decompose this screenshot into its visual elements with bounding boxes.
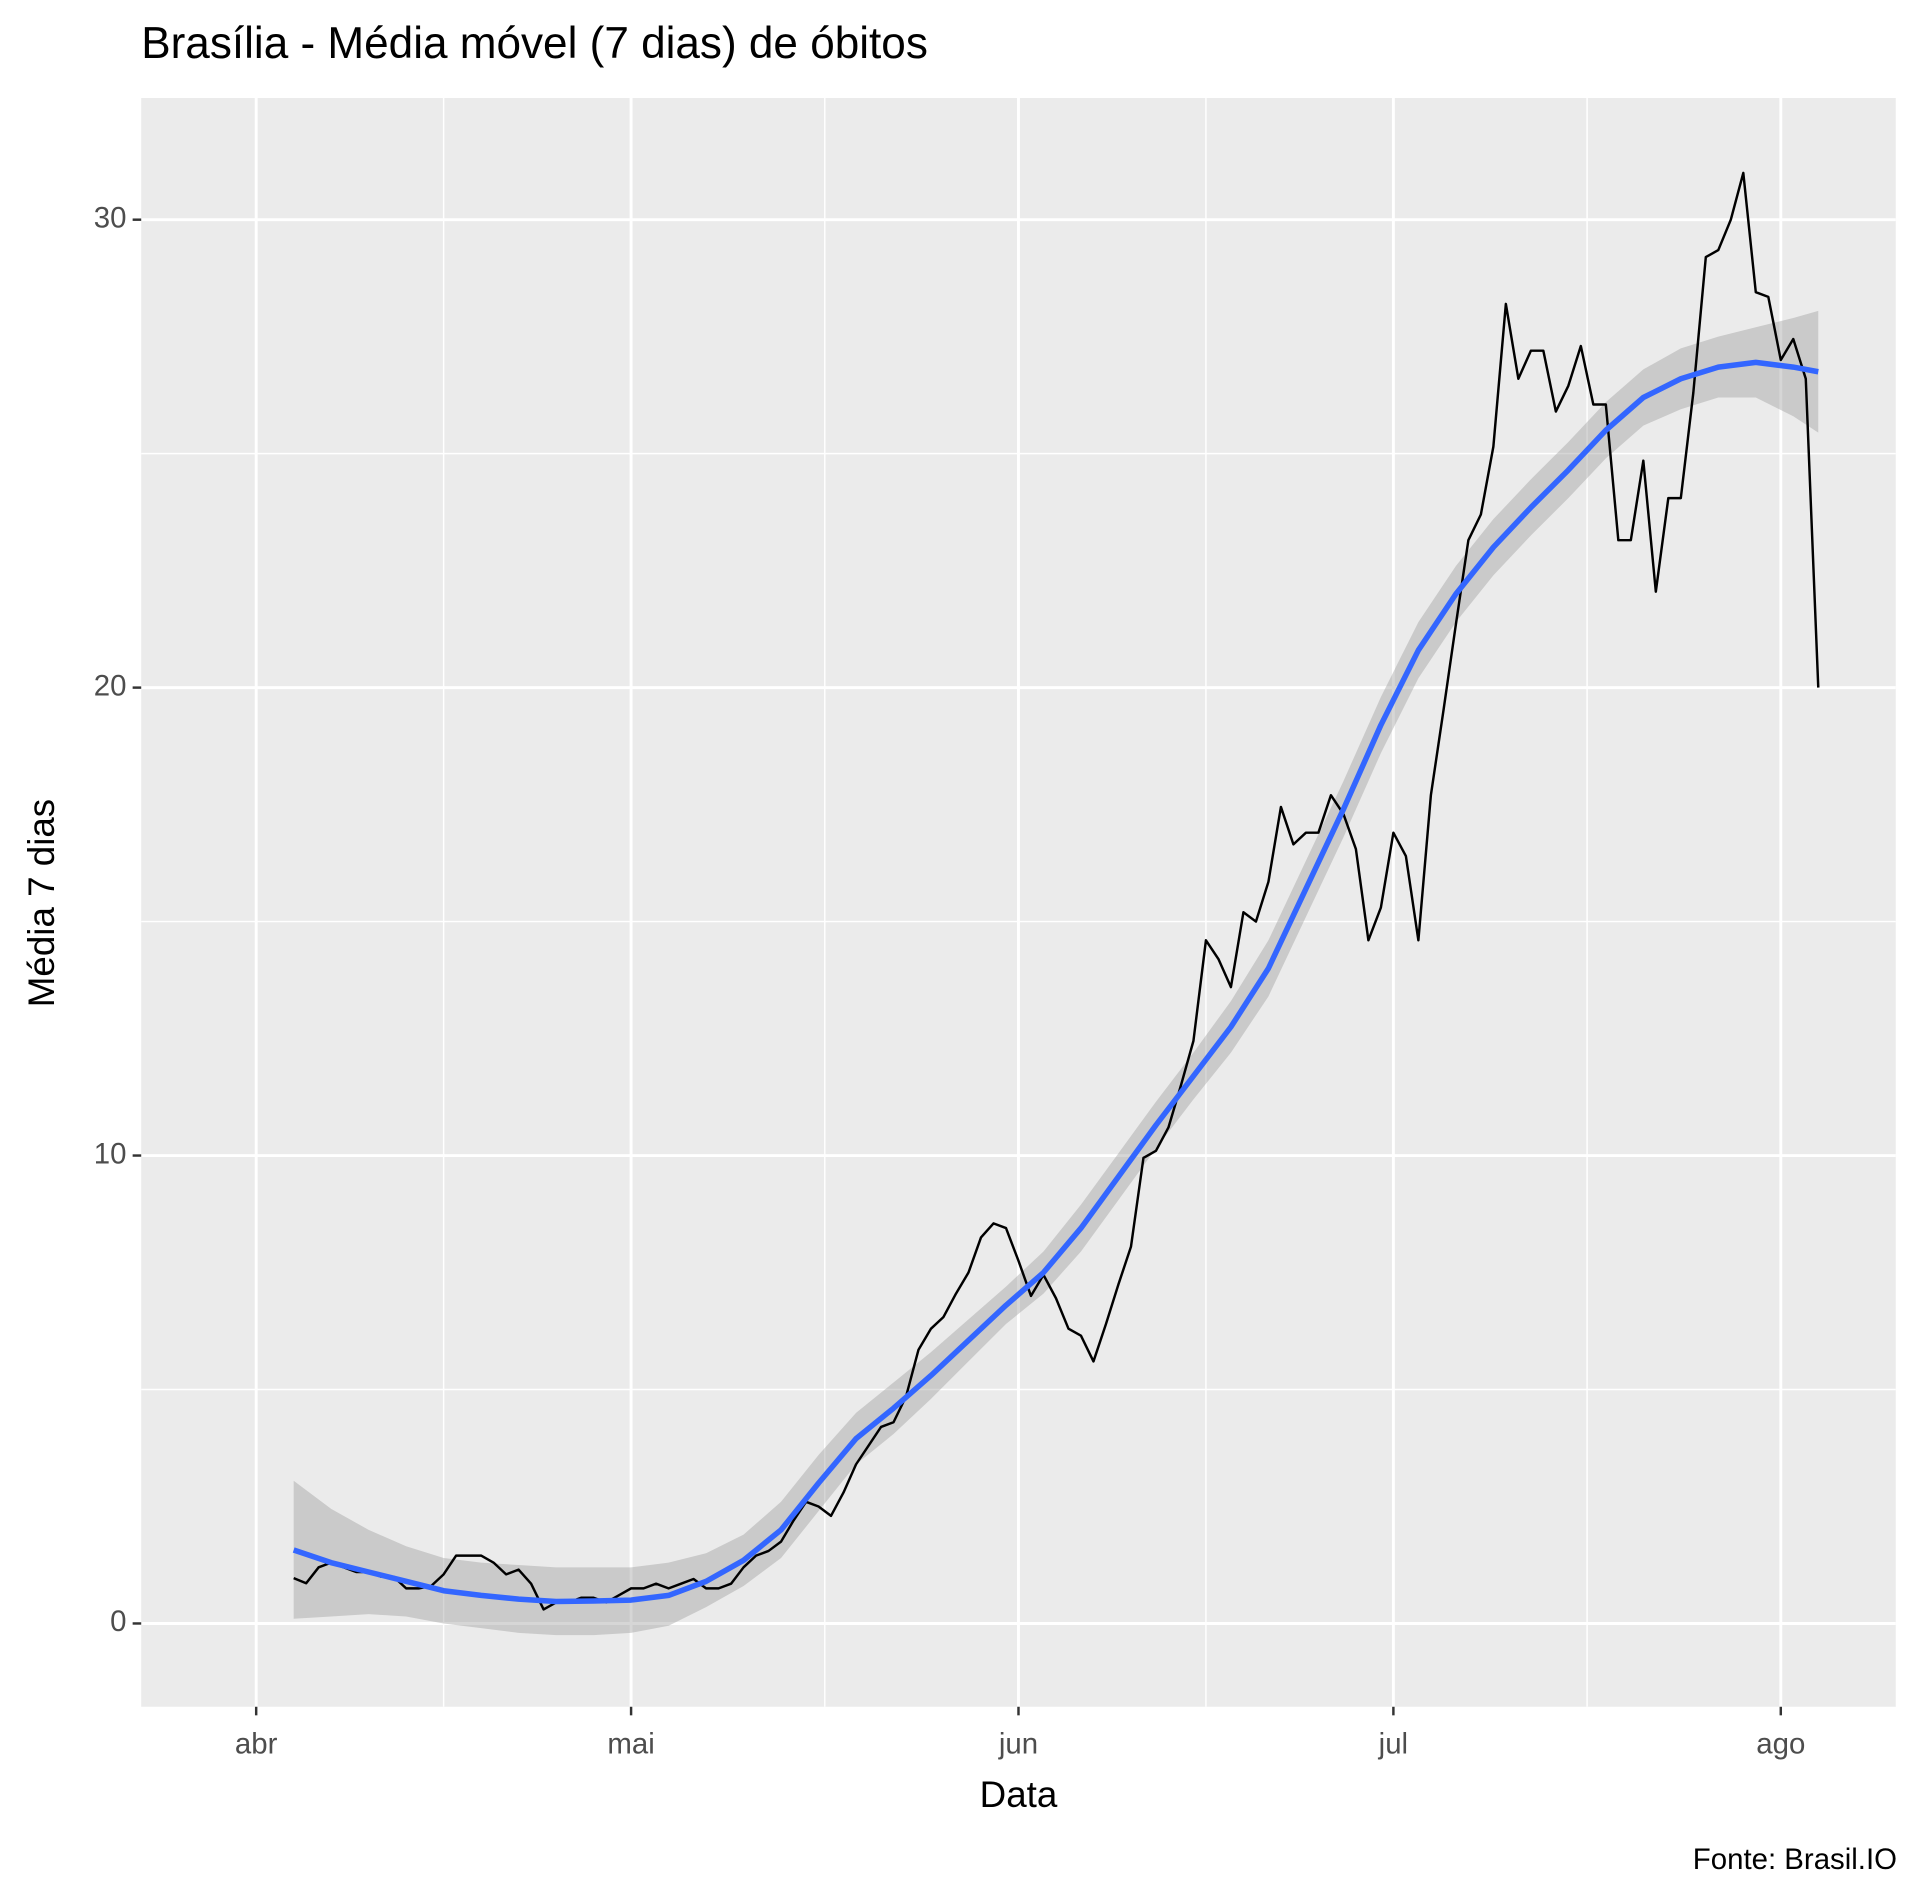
chart-title: Brasília - Média móvel (7 dias) de óbito… (141, 19, 928, 68)
x-tick-label: jul (1378, 1728, 1408, 1761)
y-axis-title: Média 7 dias (21, 799, 62, 1007)
x-tick-label: mai (607, 1728, 654, 1761)
data-line (293, 171, 1820, 1611)
confidence-band (293, 310, 1819, 1636)
smooth-line (292, 359, 1819, 1605)
y-tick-label: 30 (94, 201, 127, 234)
x-axis-title: Data (980, 1774, 1058, 1815)
y-tick-label: 0 (110, 1605, 126, 1638)
y-tick-label: 20 (94, 669, 127, 702)
x-tick-label: ago (1756, 1728, 1805, 1761)
caption: Fonte: Brasil.IO (1693, 1843, 1897, 1876)
x-tick-label: jun (998, 1728, 1038, 1761)
y-tick-label: 10 (94, 1137, 127, 1170)
x-tick-label: abr (235, 1728, 278, 1761)
